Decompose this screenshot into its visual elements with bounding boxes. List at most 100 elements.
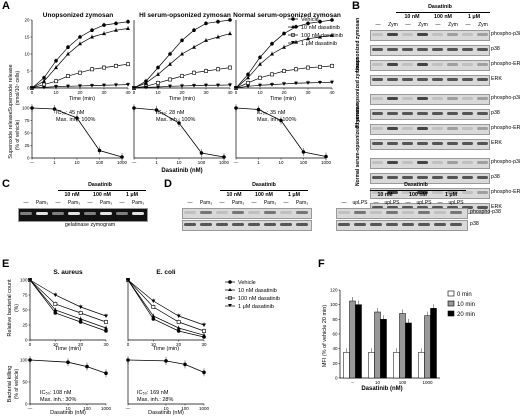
d-conc-right-3: 1 μM — [444, 192, 458, 198]
eb2-dose-line — [127, 359, 205, 373]
b-row-label: phospho-ERK — [491, 125, 520, 131]
b-row-label: ERK — [491, 76, 502, 82]
d-lane-label-right: upLPS — [352, 200, 368, 206]
f-bar — [374, 311, 381, 379]
e-top-xlabel-1: Time (min) — [55, 346, 81, 352]
b-band — [462, 161, 473, 164]
a2-point — [144, 80, 148, 85]
panel-f-legend: 0 min 10 min 20 min — [447, 290, 475, 318]
f-bar — [355, 304, 362, 379]
f-bar — [343, 352, 350, 379]
a1-point — [114, 28, 118, 32]
b-lane-label: — — [375, 22, 381, 28]
d-lane-label-right: — — [341, 200, 347, 206]
e1-point — [78, 317, 83, 321]
a2-x-tick-label: 10 — [155, 90, 161, 95]
d-band — [200, 223, 212, 226]
b-row-label: p38 — [491, 46, 500, 52]
d-band — [296, 211, 308, 214]
b-band — [402, 127, 413, 130]
d-lane-label-right: upLPS — [448, 200, 464, 206]
a1-point — [66, 74, 70, 79]
a1-y-tick-label: 0 — [27, 86, 30, 91]
f-ylabel: MFI (% of vehicle 20 min) — [322, 305, 328, 368]
b-band — [432, 127, 443, 130]
e2-series-line — [127, 279, 205, 332]
a1-point — [114, 64, 118, 68]
b-band — [462, 97, 473, 100]
ab2-dose-point — [154, 108, 159, 112]
b-band — [432, 48, 443, 51]
c-lane-label: Pam₃ — [35, 200, 49, 206]
a2-point — [216, 83, 220, 88]
d-band — [338, 223, 350, 226]
eb2-x-tick-label: 10 — [163, 406, 169, 411]
c-conc-1: 10 nM — [64, 192, 80, 198]
a1-point — [42, 79, 46, 83]
a1-point — [78, 70, 82, 75]
eb1-dose-point — [85, 364, 89, 369]
eb1-y-tick-label: 0 — [25, 402, 28, 407]
e1-x-tick-label: 20 — [78, 342, 84, 347]
d-row-phospho-p38: phospho-p38 — [470, 209, 501, 215]
a3-point — [330, 18, 334, 22]
b-band — [387, 112, 398, 115]
b-band — [402, 33, 413, 36]
d-lane-label-left: Pam₃ — [263, 200, 277, 206]
a2-point — [228, 18, 232, 22]
a2-point — [168, 52, 172, 56]
legend-label-100nm: 100 nM dasatinib — [301, 33, 343, 39]
b-lane-label: — — [465, 22, 471, 28]
ab3-x-tick-label: 10 — [278, 160, 284, 165]
b-lane-label: Zym — [388, 22, 398, 28]
a-top-ylabel-1: Superoxide release — [8, 64, 14, 111]
b-band — [462, 33, 473, 36]
d-conc-right-2: 100 nM — [409, 192, 427, 198]
panel-a-title-1: Unopsonized zymosan — [42, 12, 114, 19]
b-band — [477, 127, 488, 130]
d-band — [402, 223, 414, 226]
d-lane-label-right: upLPS — [416, 200, 432, 206]
b-band — [477, 206, 488, 209]
b-conc-2: 100 nM — [434, 14, 452, 20]
c-zymogram-blot — [18, 208, 148, 222]
ab3-x-tick-label: — — [234, 160, 239, 165]
b-band — [402, 191, 413, 194]
d-conc-right-1: 10 nM — [377, 192, 393, 198]
a-bottom-ylabel-2: (% of vehicle) — [15, 120, 21, 151]
b-band — [372, 206, 383, 209]
b-band — [432, 97, 443, 100]
b-band — [477, 176, 488, 179]
a2-point — [156, 72, 160, 76]
b-band — [417, 48, 428, 51]
e2-x-tick-label: 10 — [151, 342, 157, 347]
eb1-x-tick-label: 1000 — [101, 406, 112, 411]
a3-point — [318, 35, 322, 39]
f-bar — [380, 319, 387, 379]
eb2-dose-point — [164, 359, 168, 363]
ab3-dose-point — [256, 107, 261, 112]
e1-y-tick-label: 75 — [22, 293, 28, 298]
f-bar — [393, 352, 400, 379]
ab1-y-tick-label: 100 — [22, 106, 30, 111]
b-blot-row — [370, 158, 490, 169]
d-lane-label-right: — — [437, 200, 443, 206]
a2-point — [228, 31, 232, 36]
e2-x-tick-label: 0 — [127, 342, 130, 347]
d-lane-label-left: — — [251, 200, 257, 206]
b-row-label: phospho-ERK — [491, 61, 520, 67]
a3-point — [282, 82, 286, 86]
b-band — [447, 142, 458, 145]
d-lane-label-right: — — [373, 200, 379, 206]
ab1-dose-point — [52, 107, 57, 111]
a2-point — [216, 19, 220, 24]
e1-series-line — [29, 279, 107, 332]
f-xlabel: Dasatinib (nM) — [361, 386, 402, 392]
b-band — [387, 176, 398, 179]
b-band — [447, 206, 458, 209]
c-caption: gelatinase zymogram — [64, 222, 116, 228]
eb1-dose-point — [104, 371, 108, 376]
a1-point — [126, 62, 130, 67]
ab3-x-tick-label: 1000 — [321, 160, 332, 165]
b-band — [432, 78, 443, 81]
